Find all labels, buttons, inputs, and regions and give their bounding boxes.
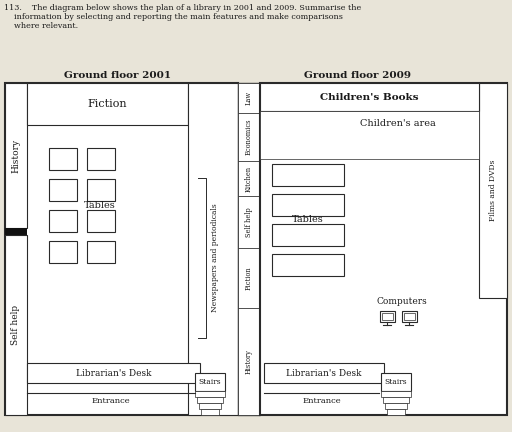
Bar <box>238 83 260 415</box>
Bar <box>5 83 238 415</box>
Bar <box>402 311 417 322</box>
Bar <box>5 83 27 228</box>
Text: Entrance: Entrance <box>92 397 131 405</box>
Bar <box>260 111 479 159</box>
Bar <box>188 83 238 415</box>
Bar <box>197 397 223 403</box>
Bar <box>381 373 411 391</box>
Text: History: History <box>245 349 253 374</box>
Bar <box>49 210 77 232</box>
Bar <box>238 248 260 308</box>
Text: Tables: Tables <box>83 200 115 210</box>
Text: History: History <box>11 138 20 172</box>
Bar <box>49 241 77 263</box>
Bar <box>264 363 384 383</box>
Bar <box>260 83 507 415</box>
Bar <box>87 241 115 263</box>
Bar <box>87 179 115 201</box>
Text: Kitchen: Kitchen <box>245 165 253 191</box>
Text: Children's Books: Children's Books <box>320 92 419 102</box>
Bar <box>238 83 260 113</box>
Text: Librarian's Desk: Librarian's Desk <box>286 368 362 378</box>
Bar <box>195 373 225 391</box>
Text: Films and DVDs: Films and DVDs <box>489 160 497 221</box>
Text: information by selecting and reporting the main features and make comparisons: information by selecting and reporting t… <box>4 13 343 21</box>
Bar <box>479 83 507 298</box>
Bar <box>5 228 27 235</box>
Bar <box>238 161 260 196</box>
Bar <box>195 391 225 397</box>
Bar <box>87 210 115 232</box>
Bar <box>272 224 344 246</box>
Bar <box>49 179 77 201</box>
Bar <box>238 113 260 161</box>
Text: Economics: Economics <box>245 119 253 155</box>
Bar <box>381 391 411 397</box>
Text: 113.    The diagram below shows the plan of a library in 2001 and 2009. Summaris: 113. The diagram below shows the plan of… <box>4 4 361 12</box>
Text: Ground floor 2009: Ground floor 2009 <box>305 70 412 79</box>
Text: Ground floor 2001: Ground floor 2001 <box>65 70 172 79</box>
Bar <box>272 164 344 186</box>
Text: Self help: Self help <box>245 207 253 237</box>
Bar <box>238 196 260 248</box>
Bar <box>383 397 409 403</box>
Text: Stairs: Stairs <box>385 378 408 386</box>
Bar <box>272 254 344 276</box>
Text: Law: Law <box>245 91 253 105</box>
Bar <box>260 83 479 111</box>
Bar <box>199 403 221 409</box>
Bar <box>404 313 415 320</box>
Bar <box>201 409 219 415</box>
Bar <box>49 148 77 170</box>
Bar <box>387 409 405 415</box>
Text: Computers: Computers <box>377 296 428 305</box>
Bar <box>27 363 200 383</box>
Bar <box>382 313 393 320</box>
Bar <box>27 83 188 125</box>
Bar <box>380 311 395 322</box>
Text: Tables: Tables <box>292 215 324 223</box>
Text: Librarian's Desk: Librarian's Desk <box>76 368 151 378</box>
Bar <box>238 308 260 415</box>
Text: Fiction: Fiction <box>245 266 253 290</box>
Bar <box>385 403 407 409</box>
Text: Children's area: Children's area <box>359 118 435 127</box>
Text: where relevant.: where relevant. <box>4 22 78 30</box>
Text: Self help: Self help <box>11 305 20 345</box>
Text: Fiction: Fiction <box>88 99 127 109</box>
Bar <box>272 194 344 216</box>
Text: Newspapers and periodicals: Newspapers and periodicals <box>211 203 219 312</box>
Bar <box>5 235 27 415</box>
Text: Entrance: Entrance <box>302 397 341 405</box>
Bar <box>87 148 115 170</box>
Text: Stairs: Stairs <box>199 378 221 386</box>
